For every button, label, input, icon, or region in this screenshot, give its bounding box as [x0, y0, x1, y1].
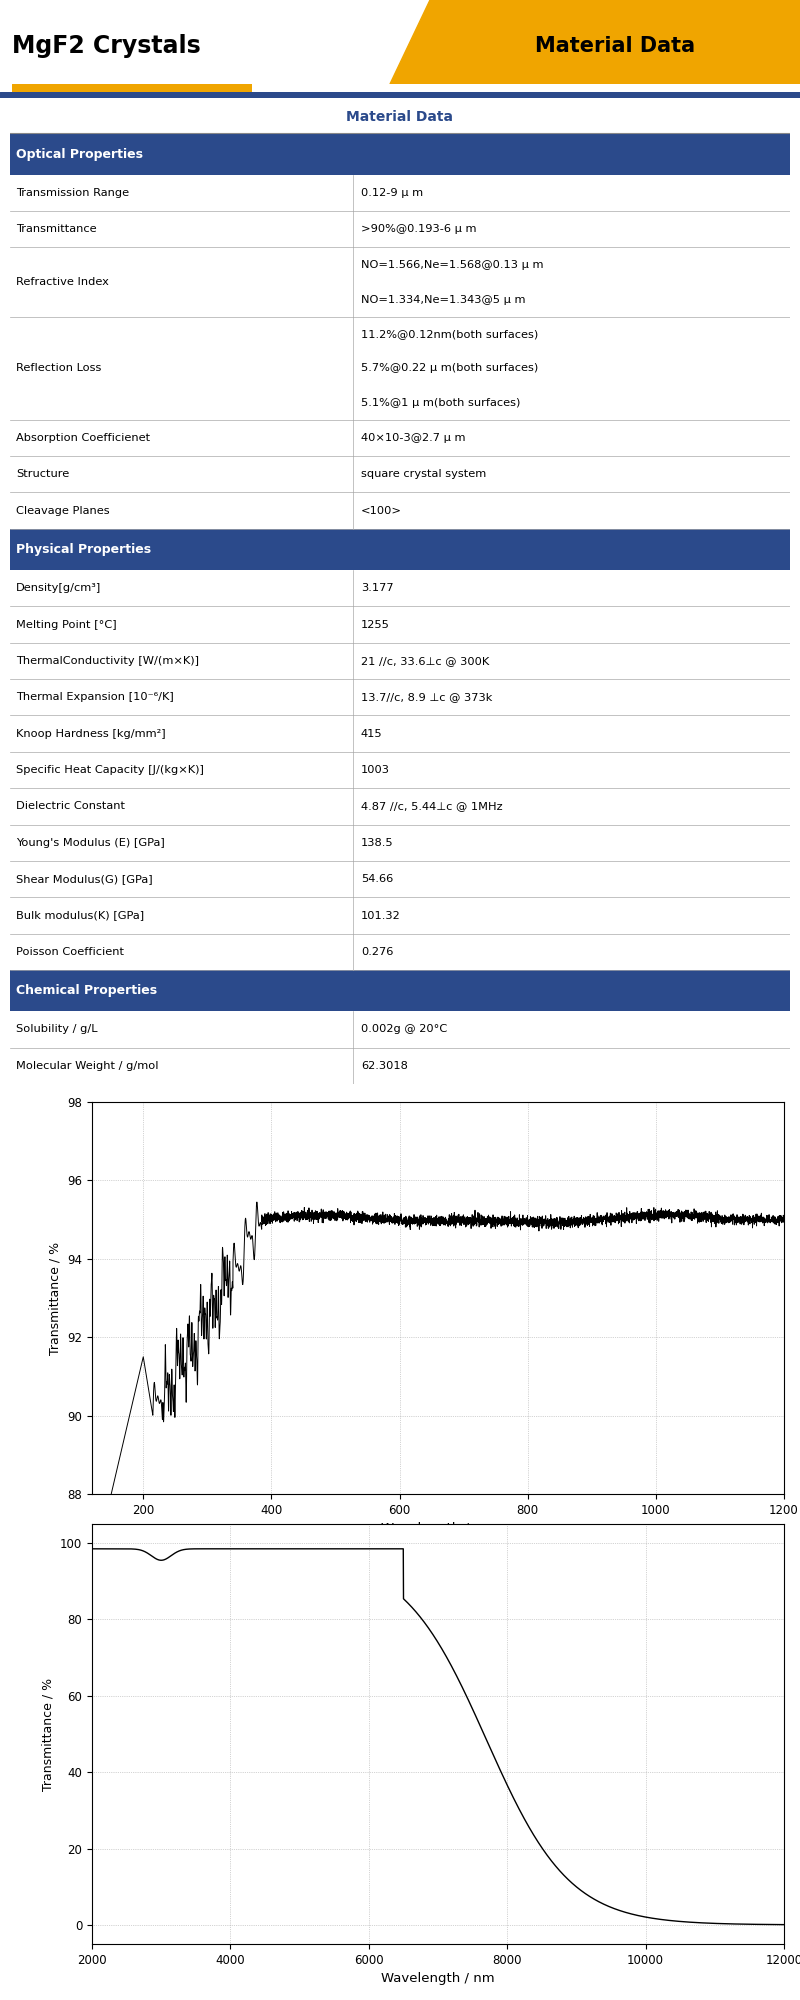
- Bar: [10, 420, 790, 456]
- X-axis label: Wavelength / nm: Wavelength / nm: [381, 1972, 495, 1986]
- Text: 138.5: 138.5: [361, 838, 394, 848]
- Text: <100>: <100>: [361, 506, 402, 516]
- Y-axis label: Transmittance / %: Transmittance / %: [42, 1678, 54, 1790]
- Text: Chemical Properties: Chemical Properties: [16, 984, 157, 998]
- Text: Poisson Coefficient: Poisson Coefficient: [16, 946, 124, 956]
- Text: Shear Modulus(G) [GPa]: Shear Modulus(G) [GPa]: [16, 874, 153, 884]
- Text: 11.2%@0.12nm(both surfaces): 11.2%@0.12nm(both surfaces): [361, 330, 538, 340]
- Text: 5.1%@1 μ m(both surfaces): 5.1%@1 μ m(both surfaces): [361, 398, 520, 408]
- Text: 3.177: 3.177: [361, 584, 394, 594]
- Bar: [10, 1012, 790, 1048]
- Text: Thermal Expansion [10⁻⁶/K]: Thermal Expansion [10⁻⁶/K]: [16, 692, 174, 702]
- Text: 1003: 1003: [361, 766, 390, 776]
- Text: 0.12-9 μ m: 0.12-9 μ m: [361, 188, 423, 198]
- Bar: [10, 788, 790, 824]
- Text: Material Data: Material Data: [535, 36, 695, 56]
- Y-axis label: Transmittance / %: Transmittance / %: [49, 1242, 62, 1354]
- Bar: [10, 824, 790, 860]
- Text: Density[g/cm³]: Density[g/cm³]: [16, 584, 101, 594]
- Text: Bulk modulus(K) [GPa]: Bulk modulus(K) [GPa]: [16, 910, 144, 920]
- Text: Young's Modulus (E) [GPa]: Young's Modulus (E) [GPa]: [16, 838, 165, 848]
- Text: 101.32: 101.32: [361, 910, 401, 920]
- Text: Dielectric Constant: Dielectric Constant: [16, 802, 125, 812]
- Text: Refractive Index: Refractive Index: [16, 278, 109, 288]
- Text: Physical Properties: Physical Properties: [16, 542, 151, 556]
- Text: 5.7%@0.22 μ m(both surfaces): 5.7%@0.22 μ m(both surfaces): [361, 364, 538, 374]
- Bar: [10, 752, 790, 788]
- Text: 40×10-3@2.7 μ m: 40×10-3@2.7 μ m: [361, 432, 466, 442]
- Text: Molecular Weight / g/mol: Molecular Weight / g/mol: [16, 1060, 158, 1070]
- Text: Melting Point [°C]: Melting Point [°C]: [16, 620, 117, 630]
- Bar: [10, 248, 790, 316]
- Text: Transmittance: Transmittance: [16, 224, 97, 234]
- Text: Specific Heat Capacity [J/(kg×K)]: Specific Heat Capacity [J/(kg×K)]: [16, 766, 204, 776]
- Bar: [10, 680, 790, 716]
- X-axis label: Wavelength / nm: Wavelength / nm: [381, 1522, 495, 1536]
- Bar: [10, 210, 790, 248]
- Text: Knoop Hardness [kg/mm²]: Knoop Hardness [kg/mm²]: [16, 728, 166, 738]
- Text: ThermalConductivity [W/(m×K)]: ThermalConductivity [W/(m×K)]: [16, 656, 199, 666]
- Text: >90%@0.193-6 μ m: >90%@0.193-6 μ m: [361, 224, 477, 234]
- Bar: [10, 606, 790, 642]
- Text: 4.87 //c, 5.44⊥c @ 1MHz: 4.87 //c, 5.44⊥c @ 1MHz: [361, 802, 502, 812]
- Text: 21 //c, 33.6⊥c @ 300K: 21 //c, 33.6⊥c @ 300K: [361, 656, 490, 666]
- Bar: [10, 492, 790, 528]
- Text: Optical Properties: Optical Properties: [16, 148, 143, 160]
- Bar: [10, 528, 790, 570]
- Text: 54.66: 54.66: [361, 874, 394, 884]
- Polygon shape: [390, 0, 800, 84]
- Text: NO=1.334,Ne=1.343@5 μ m: NO=1.334,Ne=1.343@5 μ m: [361, 294, 526, 304]
- Text: NO=1.566,Ne=1.568@0.13 μ m: NO=1.566,Ne=1.568@0.13 μ m: [361, 260, 543, 270]
- Text: 0.002g @ 20°C: 0.002g @ 20°C: [361, 1024, 447, 1034]
- Text: Cleavage Planes: Cleavage Planes: [16, 506, 110, 516]
- Bar: [10, 860, 790, 898]
- Text: Structure: Structure: [16, 470, 69, 480]
- Bar: [10, 898, 790, 934]
- Text: 1255: 1255: [361, 620, 390, 630]
- Text: Absorption Coefficienet: Absorption Coefficienet: [16, 432, 150, 442]
- Text: Reflection Loss: Reflection Loss: [16, 364, 102, 374]
- Text: 13.7//c, 8.9 ⊥c @ 373k: 13.7//c, 8.9 ⊥c @ 373k: [361, 692, 492, 702]
- Text: 0.276: 0.276: [361, 946, 394, 956]
- Text: 415: 415: [361, 728, 382, 738]
- Text: Transmission Range: Transmission Range: [16, 188, 129, 198]
- Bar: [10, 570, 790, 606]
- Bar: [10, 642, 790, 680]
- Text: MgF2 Crystals: MgF2 Crystals: [12, 34, 201, 58]
- Text: square crystal system: square crystal system: [361, 470, 486, 480]
- Bar: [10, 934, 790, 970]
- Bar: [10, 456, 790, 492]
- Bar: [10, 1048, 790, 1084]
- Text: Solubility / g/L: Solubility / g/L: [16, 1024, 98, 1034]
- Bar: [10, 716, 790, 752]
- Bar: [10, 100, 790, 134]
- Text: 62.3018: 62.3018: [361, 1060, 408, 1070]
- Bar: [10, 174, 790, 210]
- Bar: [10, 970, 790, 1012]
- Bar: [10, 134, 790, 174]
- Text: Material Data: Material Data: [346, 110, 454, 124]
- Bar: [10, 316, 790, 420]
